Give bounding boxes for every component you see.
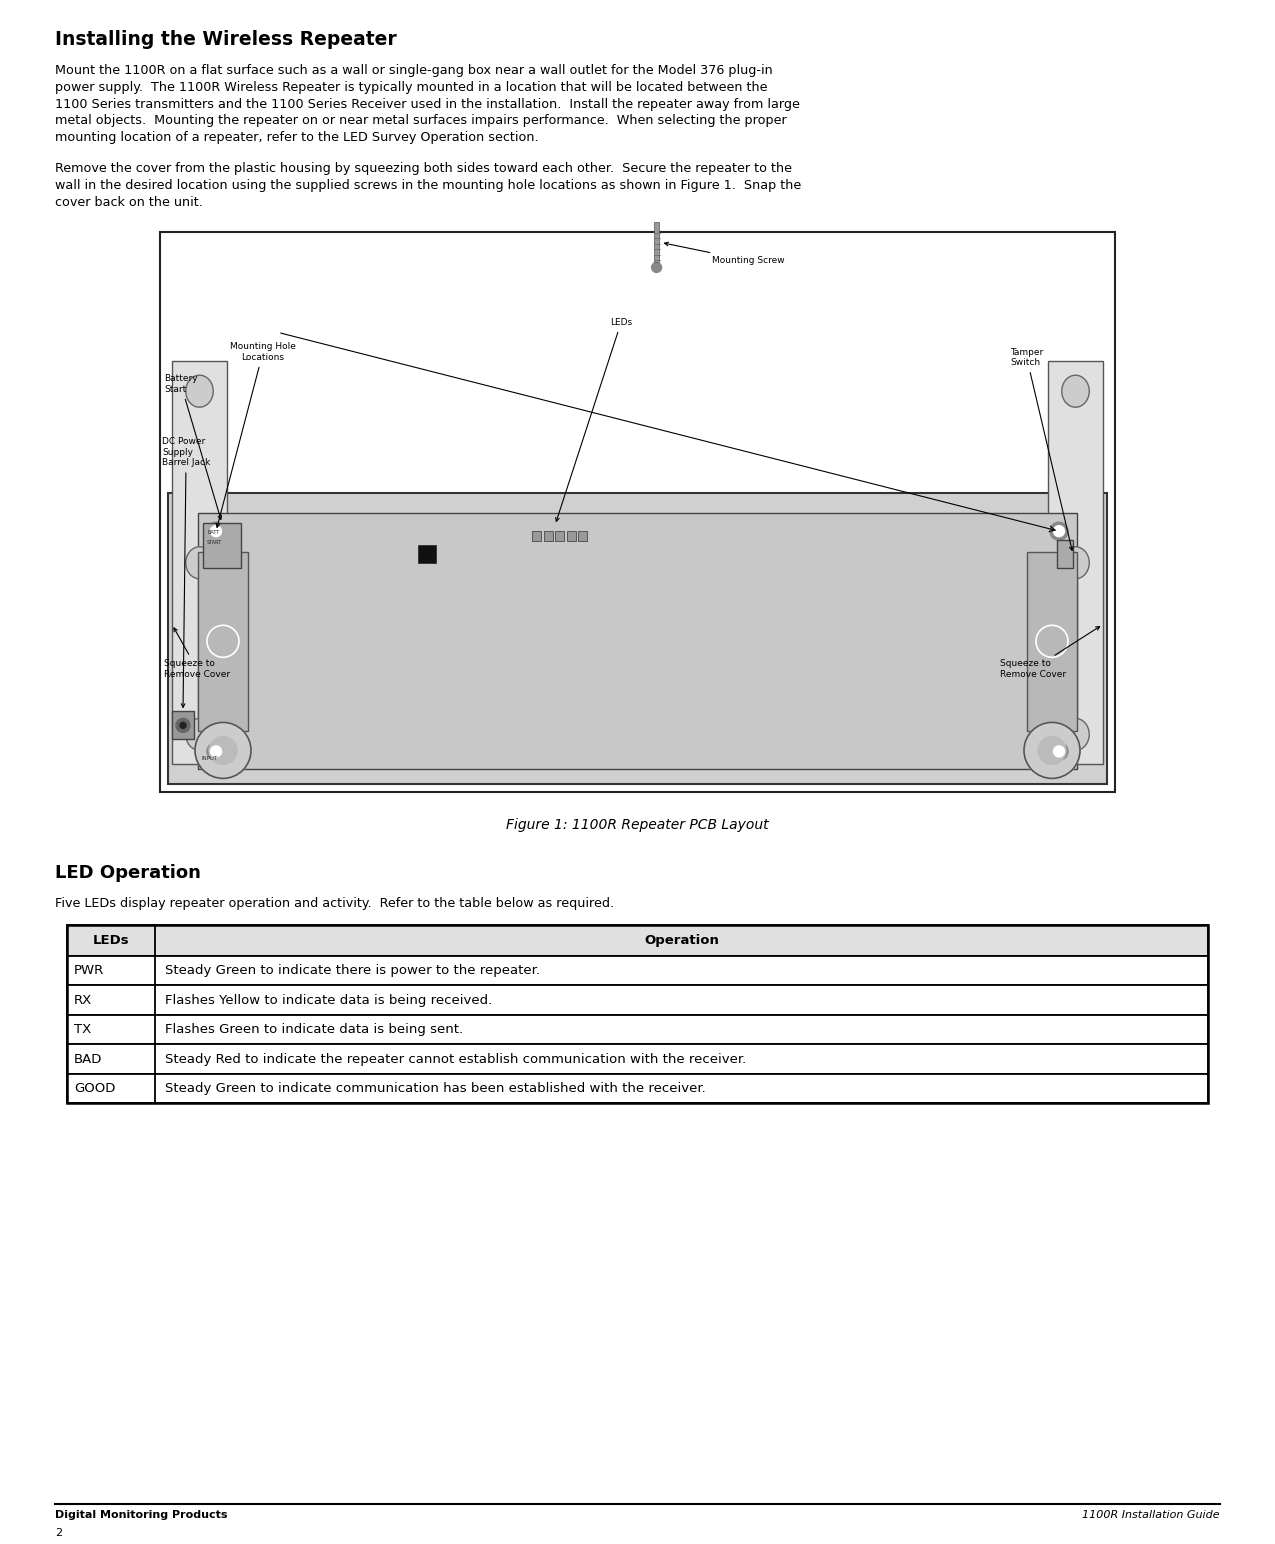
Text: Squeeze to
Remove Cover: Squeeze to Remove Cover bbox=[164, 628, 230, 679]
Text: mounting location of a repeater, refer to the LED Survey Operation section.: mounting location of a repeater, refer t… bbox=[55, 131, 538, 144]
Bar bbox=[566, 531, 575, 542]
Circle shape bbox=[176, 718, 190, 732]
Text: LEDs: LEDs bbox=[93, 934, 129, 946]
Circle shape bbox=[652, 262, 662, 272]
Bar bbox=[159, 233, 1116, 792]
Text: DC Power
Supply
Barrel Jack: DC Power Supply Barrel Jack bbox=[162, 437, 210, 707]
Bar bbox=[168, 493, 1107, 784]
Bar bbox=[1057, 540, 1074, 568]
Text: BAD: BAD bbox=[74, 1053, 102, 1065]
Text: power supply.  The 1100R Wireless Repeater is typically mounted in a location th: power supply. The 1100R Wireless Repeate… bbox=[55, 80, 768, 94]
Circle shape bbox=[1051, 522, 1068, 540]
Bar bbox=[198, 513, 1077, 769]
Circle shape bbox=[180, 723, 186, 729]
Circle shape bbox=[1053, 746, 1065, 757]
Text: Operation: Operation bbox=[644, 934, 719, 946]
Bar bbox=[68, 1044, 1207, 1075]
Circle shape bbox=[207, 522, 224, 540]
Text: Steady Green to indicate there is power to the repeater.: Steady Green to indicate there is power … bbox=[164, 963, 541, 977]
Bar bbox=[172, 361, 227, 764]
Circle shape bbox=[210, 525, 222, 537]
Text: RX: RX bbox=[74, 994, 92, 1007]
Text: BATT: BATT bbox=[207, 530, 219, 536]
Text: wall in the desired location using the supplied screws in the mounting hole loca: wall in the desired location using the s… bbox=[55, 179, 801, 191]
Text: Steady Green to indicate communication has been established with the receiver.: Steady Green to indicate communication h… bbox=[164, 1082, 706, 1095]
Text: metal objects.  Mounting the repeater on or near metal surfaces impairs performa: metal objects. Mounting the repeater on … bbox=[55, 114, 787, 128]
Circle shape bbox=[1053, 525, 1065, 537]
Text: START: START bbox=[207, 540, 222, 545]
Bar bbox=[172, 712, 194, 740]
Text: Remove the cover from the plastic housing by squeezing both sides toward each ot: Remove the cover from the plastic housin… bbox=[55, 162, 792, 174]
Text: LEDs: LEDs bbox=[556, 318, 632, 522]
Text: 1100R Installation Guide: 1100R Installation Guide bbox=[1082, 1510, 1220, 1519]
Bar bbox=[555, 531, 564, 542]
Bar bbox=[1026, 551, 1077, 730]
Ellipse shape bbox=[1062, 375, 1089, 408]
Ellipse shape bbox=[186, 375, 213, 408]
Bar bbox=[68, 925, 1207, 956]
Circle shape bbox=[195, 723, 251, 778]
Ellipse shape bbox=[186, 718, 213, 750]
Text: GOOD: GOOD bbox=[74, 1082, 115, 1095]
Ellipse shape bbox=[1062, 547, 1089, 579]
Text: Installing the Wireless Repeater: Installing the Wireless Repeater bbox=[55, 29, 397, 49]
Text: Mounting Screw: Mounting Screw bbox=[664, 242, 784, 266]
Bar bbox=[68, 985, 1207, 1014]
Circle shape bbox=[1051, 743, 1068, 760]
Bar bbox=[418, 545, 436, 564]
Bar bbox=[68, 1075, 1207, 1104]
Text: Squeeze to
Remove Cover: Squeeze to Remove Cover bbox=[1000, 627, 1099, 679]
Bar bbox=[654, 222, 659, 262]
Circle shape bbox=[210, 746, 222, 757]
Text: Figure 1: 1100R Repeater PCB Layout: Figure 1: 1100R Repeater PCB Layout bbox=[506, 818, 769, 832]
Bar bbox=[68, 925, 1207, 1104]
Text: LED Operation: LED Operation bbox=[55, 865, 201, 883]
Text: cover back on the unit.: cover back on the unit. bbox=[55, 196, 203, 208]
Circle shape bbox=[209, 736, 237, 764]
Text: Mount the 1100R on a flat surface such as a wall or single-gang box near a wall : Mount the 1100R on a flat surface such a… bbox=[55, 63, 773, 77]
Ellipse shape bbox=[1062, 718, 1089, 750]
Text: Digital Monitoring Products: Digital Monitoring Products bbox=[55, 1510, 227, 1519]
Bar bbox=[532, 531, 541, 542]
Text: Flashes Yellow to indicate data is being received.: Flashes Yellow to indicate data is being… bbox=[164, 994, 492, 1007]
Text: Tamper
Switch: Tamper Switch bbox=[1010, 347, 1074, 550]
Bar bbox=[578, 531, 586, 542]
Text: Steady Red to indicate the repeater cannot establish communication with the rece: Steady Red to indicate the repeater cann… bbox=[164, 1053, 746, 1065]
Bar bbox=[1048, 361, 1103, 764]
Text: 2: 2 bbox=[55, 1529, 62, 1538]
Text: Battery
Start: Battery Start bbox=[164, 374, 222, 519]
Text: Flashes Green to indicate data is being sent.: Flashes Green to indicate data is being … bbox=[164, 1024, 463, 1036]
Bar bbox=[68, 1014, 1207, 1044]
Bar bbox=[543, 531, 552, 542]
Circle shape bbox=[1024, 723, 1080, 778]
Bar bbox=[68, 956, 1207, 985]
Text: 1100 Series transmitters and the 1100 Series Receiver used in the installation. : 1100 Series transmitters and the 1100 Se… bbox=[55, 97, 799, 111]
Text: PWR: PWR bbox=[74, 963, 105, 977]
Text: TX: TX bbox=[74, 1024, 92, 1036]
Circle shape bbox=[207, 743, 224, 760]
Text: INPUT: INPUT bbox=[201, 757, 218, 761]
Text: Five LEDs display repeater operation and activity.  Refer to the table below as : Five LEDs display repeater operation and… bbox=[55, 897, 615, 911]
Bar bbox=[198, 551, 249, 730]
Circle shape bbox=[1038, 736, 1066, 764]
Ellipse shape bbox=[186, 547, 213, 579]
Text: Mounting Hole
Locations: Mounting Hole Locations bbox=[217, 343, 296, 528]
Bar bbox=[203, 523, 241, 568]
